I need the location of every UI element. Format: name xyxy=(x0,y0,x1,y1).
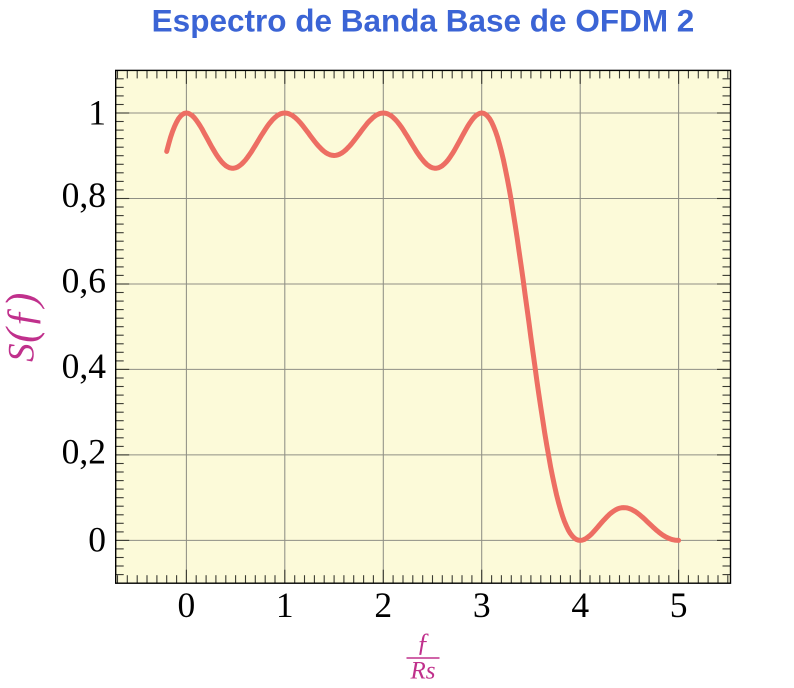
svg-text:0,2: 0,2 xyxy=(62,432,106,472)
svg-text:0: 0 xyxy=(178,585,196,625)
svg-text:0,8: 0,8 xyxy=(62,175,106,215)
svg-text:2: 2 xyxy=(374,585,392,625)
svg-text:ƒ: ƒ xyxy=(417,628,430,657)
svg-text:S(ƒ): S(ƒ) xyxy=(0,292,45,362)
svg-text:0: 0 xyxy=(88,520,106,560)
svg-text:3: 3 xyxy=(473,585,491,625)
svg-text:0,6: 0,6 xyxy=(62,261,106,301)
svg-text:4: 4 xyxy=(571,585,589,625)
svg-text:0,4: 0,4 xyxy=(62,346,107,386)
svg-text:Rs: Rs xyxy=(410,658,436,685)
svg-text:5: 5 xyxy=(670,585,688,625)
svg-text:1: 1 xyxy=(276,585,294,625)
svg-text:1: 1 xyxy=(88,92,106,132)
svg-text:Espectro de Banda Base de OFDM: Espectro de Banda Base de OFDM 2 xyxy=(152,3,695,39)
